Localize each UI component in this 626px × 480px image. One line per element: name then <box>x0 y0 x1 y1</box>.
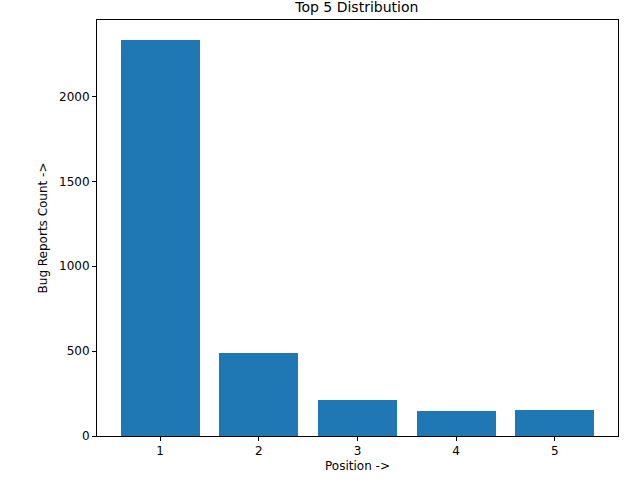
svg-text:1500: 1500 <box>59 175 90 189</box>
svg-text:3: 3 <box>354 444 362 458</box>
svg-text:500: 500 <box>67 344 90 358</box>
svg-text:5: 5 <box>551 444 559 458</box>
svg-text:4: 4 <box>452 444 460 458</box>
svg-text:2: 2 <box>255 444 263 458</box>
svg-text:Top 5 Distribution: Top 5 Distribution <box>294 0 418 15</box>
svg-text:2000: 2000 <box>59 90 90 104</box>
svg-text:Bug Reports Count ->: Bug Reports Count -> <box>36 163 50 294</box>
svg-text:1: 1 <box>156 444 164 458</box>
svg-text:Position ->: Position -> <box>325 459 390 473</box>
svg-text:0: 0 <box>82 429 90 443</box>
svg-text:1000: 1000 <box>59 259 90 273</box>
